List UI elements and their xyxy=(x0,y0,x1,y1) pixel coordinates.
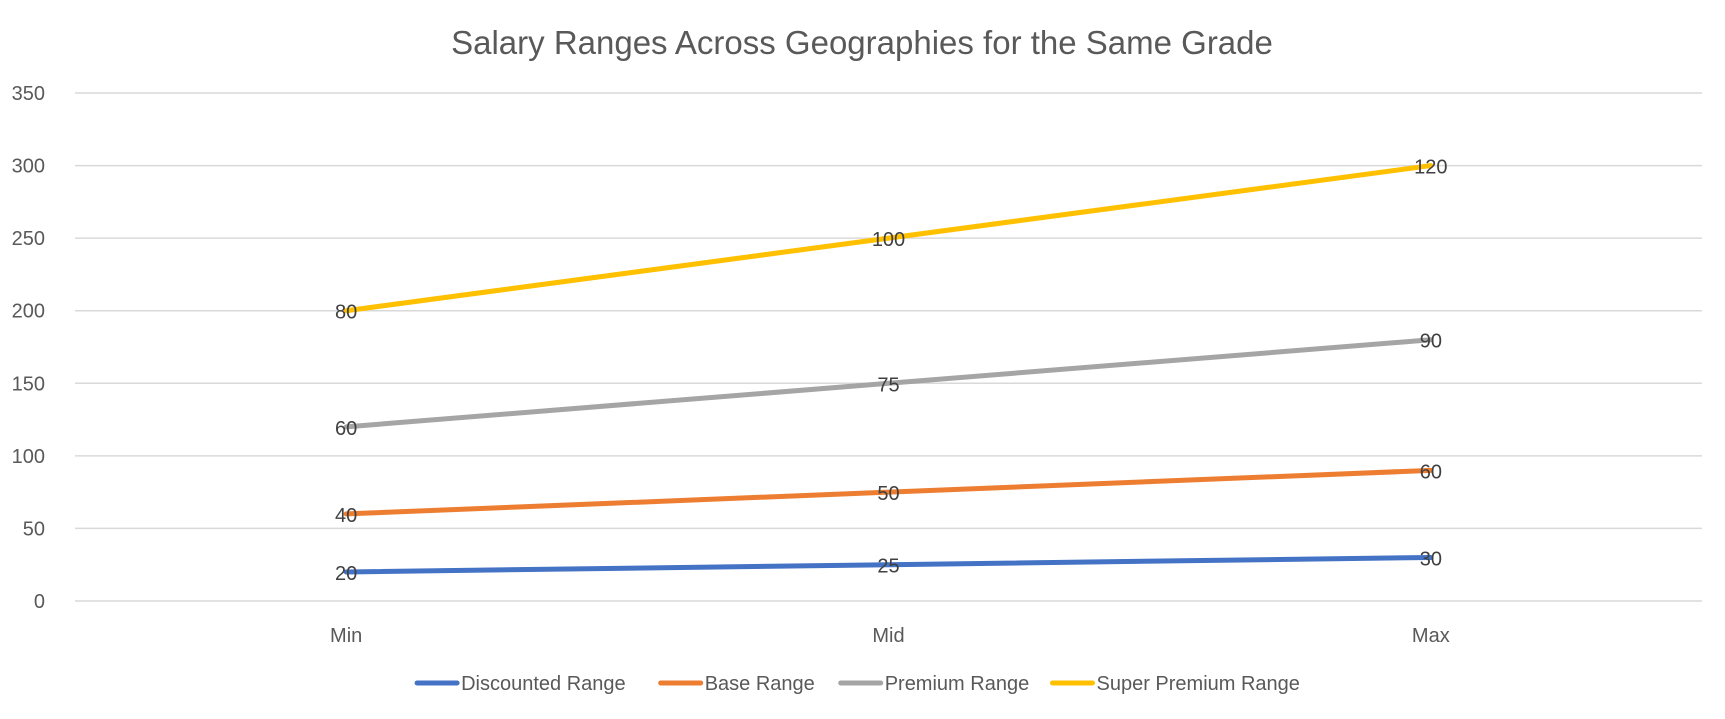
x-tick-label: Min xyxy=(330,625,362,647)
data-label: 25 xyxy=(877,556,899,578)
legend-label: Discounted Range xyxy=(461,673,626,695)
legend-item[interactable]: Base Range xyxy=(658,673,815,695)
series-line-super-premium-range xyxy=(343,163,1434,314)
legend-item[interactable]: Premium Range xyxy=(838,673,1030,695)
data-label: 90 xyxy=(1420,331,1442,353)
y-tick-label: 50 xyxy=(23,518,45,540)
legend-label: Premium Range xyxy=(885,673,1030,695)
series-line-discounted-range xyxy=(343,554,1434,575)
chart-title: Salary Ranges Across Geographies for the… xyxy=(451,24,1273,61)
data-label: 30 xyxy=(1420,548,1442,570)
y-tick-label: 150 xyxy=(12,373,45,395)
legend-item[interactable]: Discounted Range xyxy=(414,673,626,695)
legend-label: Super Premium Range xyxy=(1097,673,1300,695)
x-tick-label: Mid xyxy=(872,625,904,647)
data-label: 60 xyxy=(1420,461,1442,483)
data-label: 60 xyxy=(335,418,357,440)
data-label: 75 xyxy=(877,374,899,396)
data-label: 120 xyxy=(1414,157,1447,179)
x-tick-label: Max xyxy=(1412,625,1450,647)
series-line-base-range xyxy=(343,467,1434,517)
y-tick-label: 100 xyxy=(12,446,45,468)
legend-label: Base Range xyxy=(705,673,815,695)
y-tick-label: 350 xyxy=(12,83,45,105)
series-line-premium-range xyxy=(343,337,1434,430)
y-tick-label: 250 xyxy=(12,228,45,250)
data-label: 20 xyxy=(335,563,357,585)
y-tick-label: 0 xyxy=(34,591,45,613)
data-label: 40 xyxy=(335,505,357,527)
legend-item[interactable]: Super Premium Range xyxy=(1050,673,1300,695)
y-tick-label: 300 xyxy=(12,156,45,178)
data-label: 50 xyxy=(877,483,899,505)
data-label: 80 xyxy=(335,302,357,324)
data-label: 100 xyxy=(872,229,905,251)
y-tick-label: 200 xyxy=(12,301,45,323)
